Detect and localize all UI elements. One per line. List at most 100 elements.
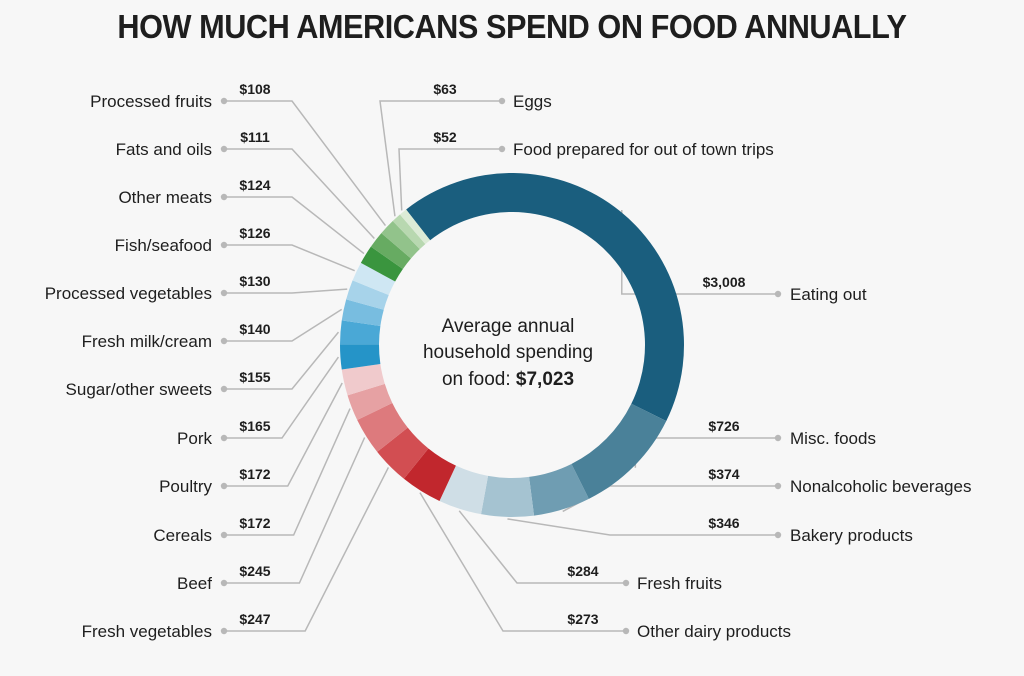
- value-label-cereals: $172: [239, 515, 270, 531]
- value-label-fresh-milk-cream: $140: [239, 321, 270, 337]
- value-label-processed-vegetables: $130: [239, 273, 270, 289]
- leader-dot-misc-foods: [774, 434, 782, 442]
- category-label-eggs: Eggs: [513, 92, 552, 111]
- chart-title: HOW MUCH AMERICANS SPEND ON FOOD ANNUALL…: [117, 8, 907, 45]
- value-label-misc-foods: $726: [708, 418, 739, 434]
- slice-sugar-other-sweets: [340, 320, 381, 345]
- center-label-prefix: on food:: [442, 369, 516, 390]
- category-label-sugar-other-sweets: Sugar/other sweets: [66, 380, 212, 399]
- leader-line-eggs: [379, 100, 502, 217]
- slice-fish-seafood: [352, 262, 396, 296]
- leader-dot-fresh-vegetables: [220, 627, 228, 635]
- leader-line-fats-and-oils: [224, 148, 375, 240]
- value-label-fresh-vegetables: $247: [239, 611, 270, 627]
- leader-dot-bakery-products: [774, 531, 782, 539]
- value-label-nonalcoholic-beverages: $374: [708, 466, 739, 482]
- slice-fresh-vegetables: [377, 427, 429, 479]
- slice-nonalcoholic-beverages: [529, 463, 589, 516]
- value-label-fats-and-oils: $111: [240, 129, 270, 145]
- center-total-value: $7,023: [516, 369, 574, 390]
- category-label-poultry: Poultry: [159, 477, 212, 496]
- slice-processed-vegetables: [346, 280, 389, 310]
- slice-eating-out: [406, 173, 684, 422]
- leader-dot-beef: [220, 579, 228, 587]
- leader-lines: [220, 97, 782, 635]
- leader-line-sugar-other-sweets: [224, 331, 340, 390]
- category-label-other-meats: Other meats: [118, 188, 212, 207]
- category-label-bakery-products: Bakery products: [790, 526, 913, 545]
- category-label-processed-fruits: Processed fruits: [90, 92, 212, 111]
- leader-line-fresh-milk-cream: [224, 308, 343, 342]
- value-label-beef: $245: [239, 563, 270, 579]
- leader-line-fresh-fruits: [458, 510, 626, 584]
- slice-bakery-products: [481, 475, 535, 517]
- slice-eggs: [392, 214, 426, 250]
- slice-other-meats: [360, 246, 403, 282]
- slice-fats-and-oils: [370, 233, 411, 269]
- slice-food-prepared-for-out-of-town-trips: [399, 209, 431, 245]
- leader-dot-fats-and-oils: [220, 145, 228, 153]
- value-label-eggs: $63: [433, 81, 457, 97]
- category-label-fresh-vegetables: Fresh vegetables: [82, 622, 212, 641]
- slice-other-dairy-products: [403, 448, 456, 501]
- slice-processed-fruits: [381, 221, 420, 259]
- leader-dot-fresh-milk-cream: [220, 337, 228, 345]
- value-label-eating-out: $3,008: [703, 274, 746, 290]
- donut-slices: [340, 173, 684, 517]
- leader-dot-other-dairy-products: [622, 627, 630, 635]
- leader-line-other-meats: [224, 196, 365, 255]
- leader-line-processed-vegetables: [224, 288, 348, 294]
- slice-misc-foods: [571, 403, 667, 499]
- category-label-nonalcoholic-beverages: Nonalcoholic beverages: [790, 477, 971, 496]
- leader-line-bakery-products: [507, 518, 778, 536]
- category-label-other-dairy-products: Other dairy products: [637, 622, 791, 641]
- leader-dot-eggs: [498, 97, 506, 105]
- slice-pork: [340, 344, 381, 370]
- leader-line-poultry: [224, 382, 343, 487]
- slice-fresh-milk-cream: [341, 299, 384, 327]
- leader-dot-fresh-fruits: [622, 579, 630, 587]
- category-label-cereals: Cereals: [153, 526, 212, 545]
- center-label-line3: on food: $7,023: [442, 369, 574, 390]
- category-label-fats-and-oils: Fats and oils: [116, 140, 212, 159]
- leader-dot-sugar-other-sweets: [220, 385, 228, 393]
- leader-dot-poultry: [220, 482, 228, 490]
- leader-dot-processed-vegetables: [220, 289, 228, 297]
- leader-line-fish-seafood: [224, 244, 355, 272]
- slice-cereals: [347, 383, 393, 420]
- category-label-food-prepared-for-out-of-town-trips: Food prepared for out of town trips: [513, 140, 774, 159]
- category-label-misc-foods: Misc. foods: [790, 429, 876, 448]
- leader-line-other-dairy-products: [419, 492, 626, 632]
- value-label-fish-seafood: $126: [239, 225, 270, 241]
- leader-line-beef: [224, 437, 366, 584]
- category-label-pork: Pork: [177, 429, 212, 448]
- leader-dot-other-meats: [220, 193, 228, 201]
- center-label-line1: Average annual: [442, 316, 575, 337]
- value-label-sugar-other-sweets: $155: [239, 369, 270, 385]
- category-label-beef: Beef: [177, 574, 212, 593]
- slice-labels: Eating out $3,008 Misc. foods $726 Nonalcoho…: [45, 81, 972, 641]
- leader-dot-eating-out: [774, 290, 782, 298]
- leader-dot-pork: [220, 434, 228, 442]
- category-label-fish-seafood: Fish/seafood: [115, 236, 212, 255]
- leader-line-pork: [224, 356, 340, 439]
- leader-line-misc-foods: [634, 437, 778, 468]
- slice-beef: [357, 402, 408, 452]
- category-label-eating-out: Eating out: [790, 285, 867, 304]
- value-label-poultry: $172: [239, 466, 270, 482]
- leader-line-processed-fruits: [224, 100, 387, 227]
- value-label-pork: $165: [239, 418, 270, 434]
- value-label-processed-fruits: $108: [239, 81, 270, 97]
- leader-dot-cereals: [220, 531, 228, 539]
- category-label-processed-vegetables: Processed vegetables: [45, 284, 212, 303]
- value-label-other-dairy-products: $273: [567, 611, 598, 627]
- center-label: Average annual household spending on foo…: [423, 316, 593, 390]
- leader-dot-fish-seafood: [220, 241, 228, 249]
- leader-dot-nonalcoholic-beverages: [774, 482, 782, 490]
- center-label-line2: household spending: [423, 342, 593, 363]
- leader-line-fresh-vegetables: [224, 467, 390, 632]
- value-label-other-meats: $124: [239, 177, 270, 193]
- slice-fresh-fruits: [439, 465, 489, 515]
- value-label-bakery-products: $346: [708, 515, 739, 531]
